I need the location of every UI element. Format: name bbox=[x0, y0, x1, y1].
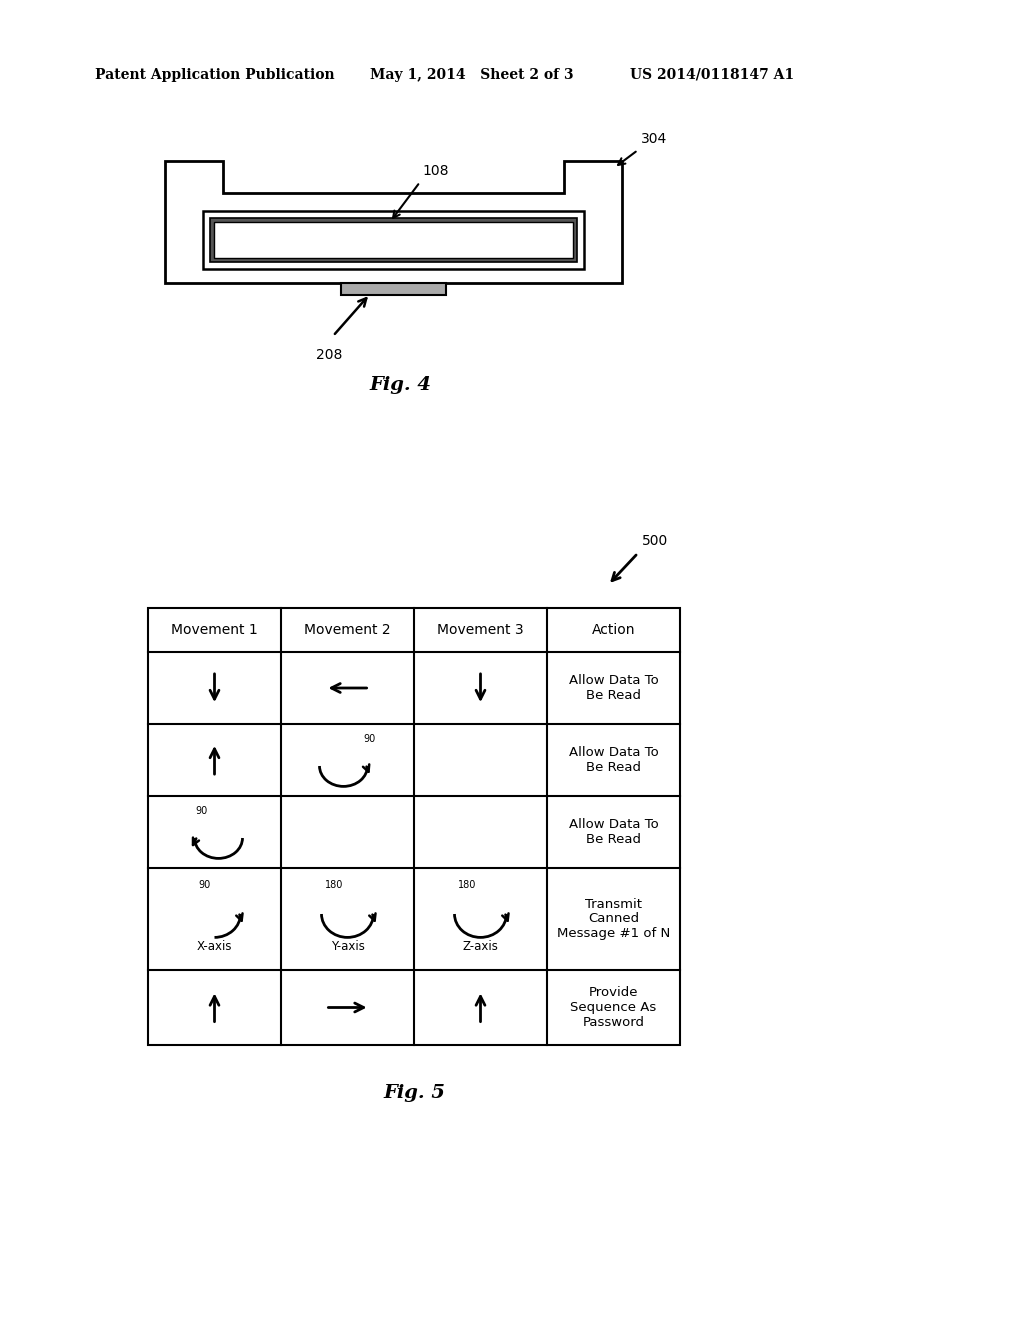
Text: Allow Data To
Be Read: Allow Data To Be Read bbox=[568, 675, 658, 702]
Text: Patent Application Publication: Patent Application Publication bbox=[95, 69, 335, 82]
Text: Z-axis: Z-axis bbox=[463, 940, 499, 953]
Text: Allow Data To
Be Read: Allow Data To Be Read bbox=[568, 818, 658, 846]
Text: Movement 3: Movement 3 bbox=[437, 623, 524, 638]
Text: Provide
Sequence As
Password: Provide Sequence As Password bbox=[570, 986, 656, 1030]
Text: X-axis: X-axis bbox=[197, 940, 232, 953]
Polygon shape bbox=[165, 161, 622, 282]
Text: Movement 1: Movement 1 bbox=[171, 623, 258, 638]
Text: Fig. 5: Fig. 5 bbox=[383, 1084, 445, 1102]
Polygon shape bbox=[210, 218, 577, 261]
Text: Movement 2: Movement 2 bbox=[304, 623, 391, 638]
Text: 108: 108 bbox=[422, 164, 449, 178]
Text: 180: 180 bbox=[326, 879, 343, 890]
Text: May 1, 2014   Sheet 2 of 3: May 1, 2014 Sheet 2 of 3 bbox=[370, 69, 573, 82]
Polygon shape bbox=[341, 282, 446, 294]
Text: 90: 90 bbox=[199, 879, 211, 890]
Text: 500: 500 bbox=[642, 535, 669, 548]
Text: Fig. 4: Fig. 4 bbox=[369, 376, 431, 393]
Text: 208: 208 bbox=[316, 348, 342, 362]
Text: Transmit
Canned
Message #1 of N: Transmit Canned Message #1 of N bbox=[557, 898, 670, 940]
Text: Y-axis: Y-axis bbox=[331, 940, 365, 953]
Text: Allow Data To
Be Read: Allow Data To Be Read bbox=[568, 746, 658, 774]
Text: 304: 304 bbox=[641, 132, 668, 147]
Polygon shape bbox=[214, 222, 573, 257]
Text: US 2014/0118147 A1: US 2014/0118147 A1 bbox=[630, 69, 795, 82]
Text: 90: 90 bbox=[364, 734, 376, 743]
Polygon shape bbox=[203, 211, 584, 269]
Text: 90: 90 bbox=[196, 805, 208, 816]
Text: 180: 180 bbox=[458, 879, 476, 890]
Text: Action: Action bbox=[592, 623, 635, 638]
